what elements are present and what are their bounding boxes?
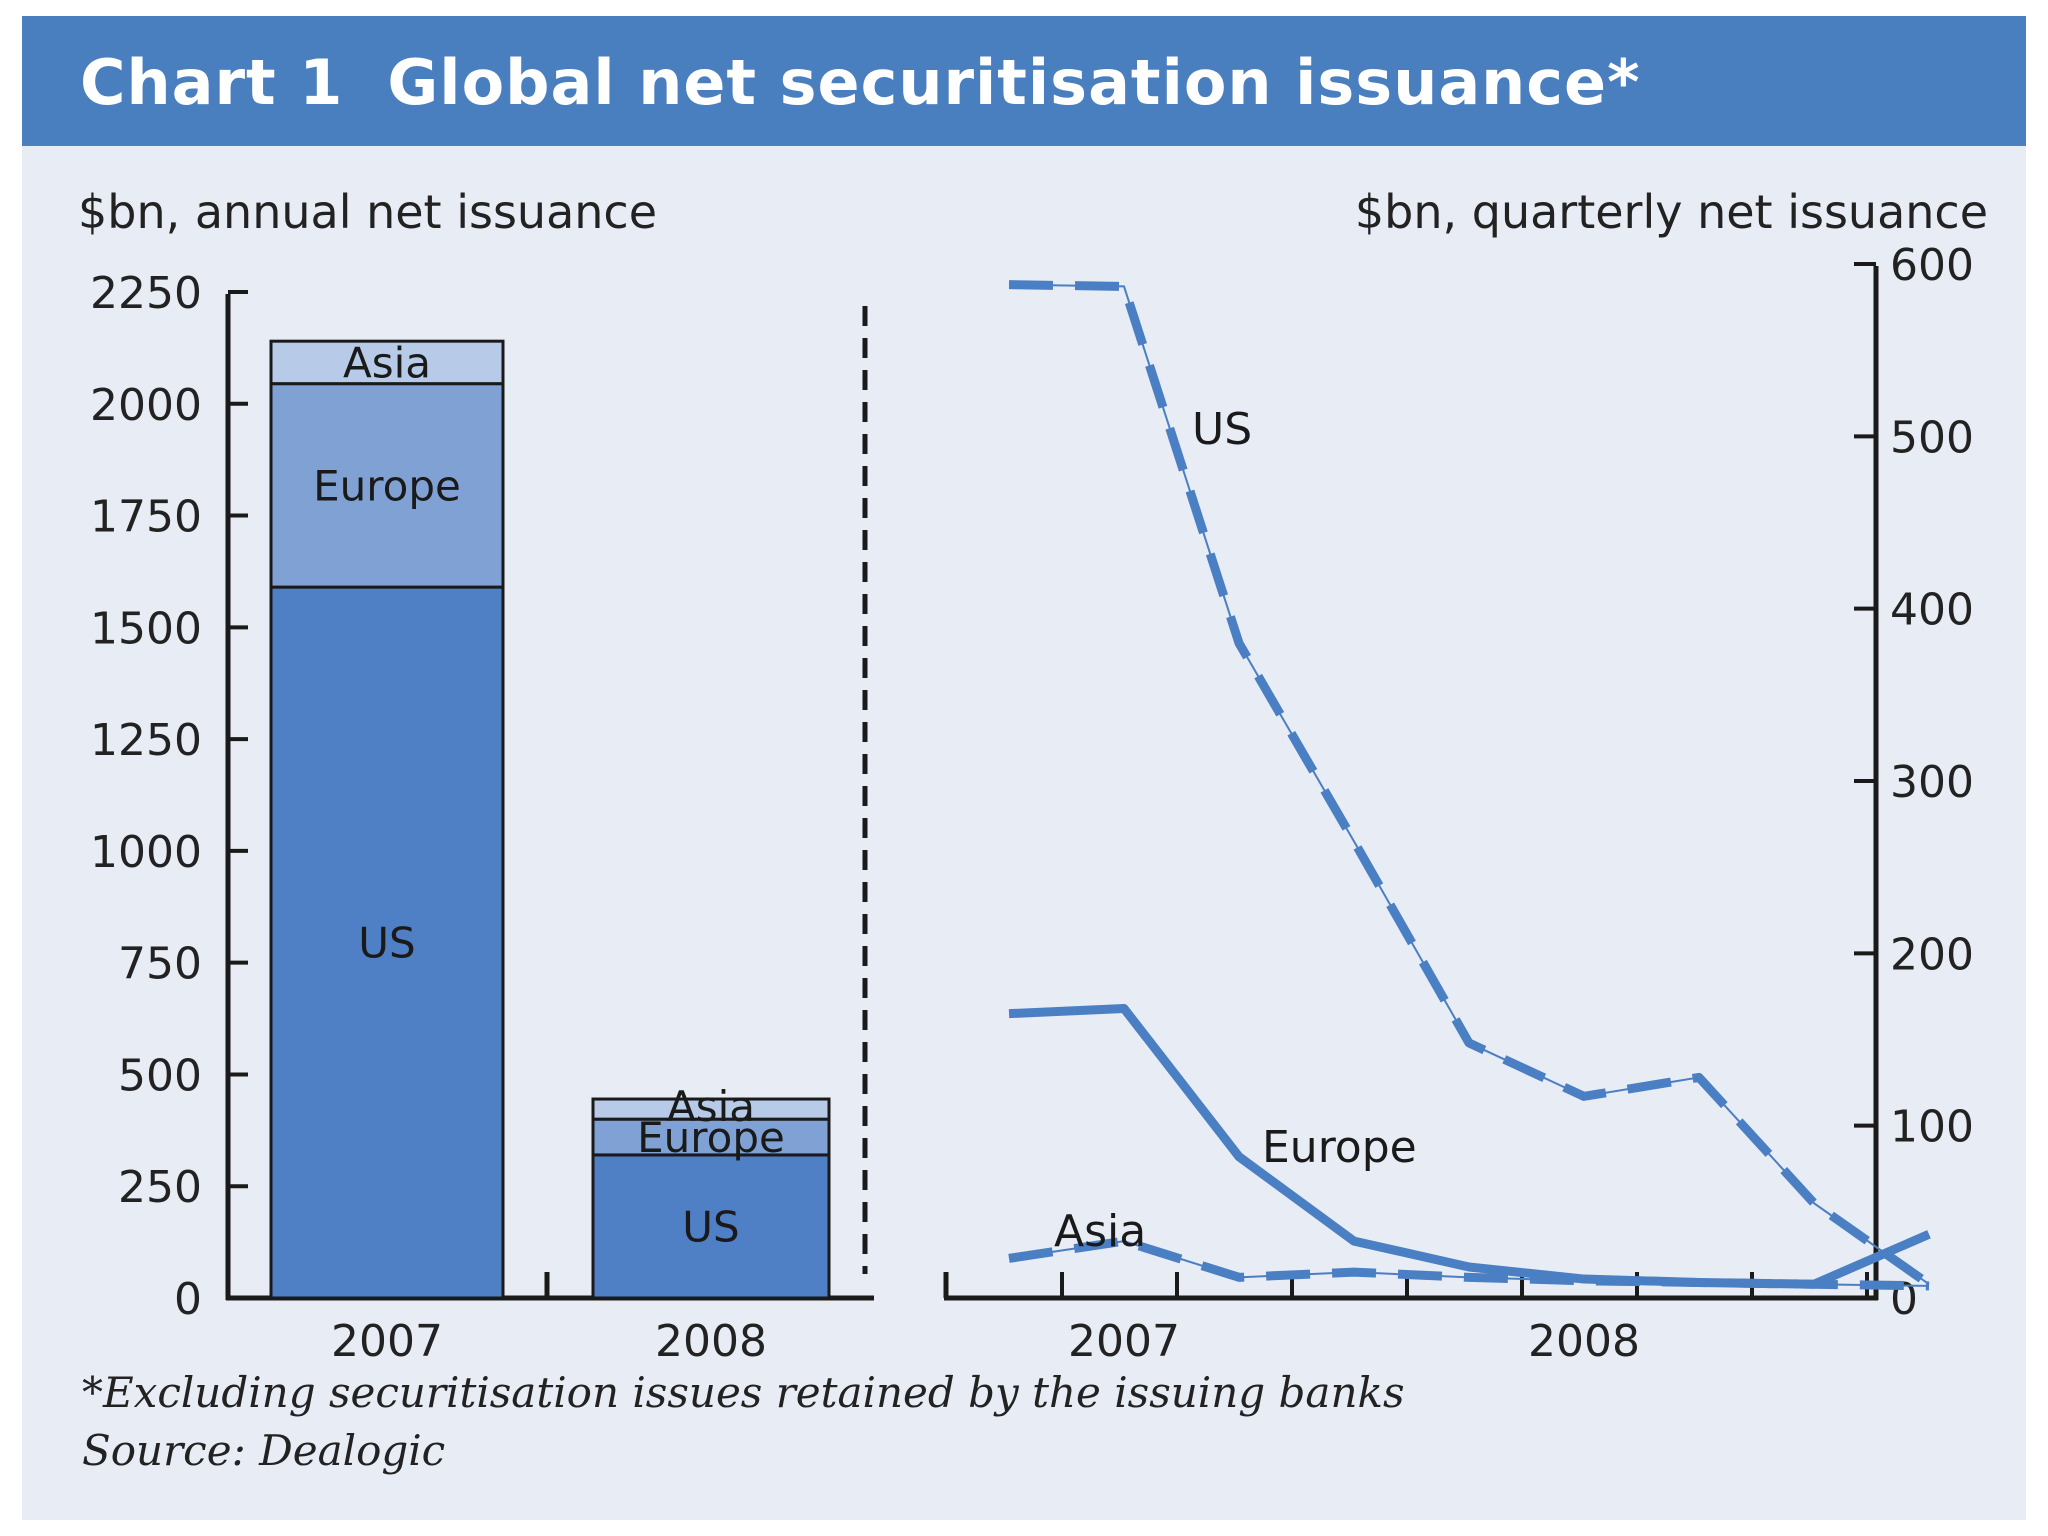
left-x-tick-label: 2007: [331, 1316, 443, 1367]
bar-segment-asia-2008: [591, 1097, 831, 1121]
bar-segment-us-2007: [269, 585, 505, 1300]
line-label-asia: Asia: [1054, 1206, 1146, 1257]
right-y-tick-label: 300: [1890, 757, 1974, 808]
right-y-tick-label: 200: [1890, 929, 1974, 980]
left-y-tick-label: 0: [174, 1274, 202, 1325]
line-asia: [1008, 1236, 1930, 1291]
right-y-tick-label: 600: [1890, 240, 1974, 291]
line-label-europe: Europe: [1262, 1122, 1417, 1173]
left-y-tick-label: 2250: [90, 268, 202, 319]
left-y-tick-label: 750: [118, 939, 202, 990]
bar-segment-label: Europe: [313, 461, 461, 510]
left-y-tick-label: 1750: [90, 492, 202, 543]
left-axis-unit-label: $bn, annual net issuance: [78, 185, 657, 239]
bar-segment-label: Asia: [667, 1082, 755, 1131]
title-bar: Chart 1 Global net securitisation issuanc…: [22, 16, 2026, 146]
left-y-tick-label: 250: [118, 1162, 202, 1213]
right-y-tick-label: 400: [1890, 585, 1974, 636]
left-y-tick-label: 1000: [90, 827, 202, 878]
bar-segment-label: Europe: [637, 1113, 785, 1162]
bar-segment-label: US: [682, 1202, 739, 1251]
chart-panel: Chart 1 Global net securitisation issuanc…: [22, 16, 2026, 1520]
bar-segment-label: Asia: [343, 338, 431, 387]
right-y-tick-label: 100: [1890, 1102, 1974, 1153]
right-x-tick-label: 2008: [1528, 1316, 1640, 1367]
left-y-tick-label: 1500: [90, 603, 202, 654]
chart-title: Chart 1 Global net securitisation issuanc…: [80, 46, 1641, 119]
chart-title-text: Global net securitisation issuance*: [387, 46, 1641, 119]
bar-segment-europe-2007: [269, 382, 505, 589]
chart-svg: $bn, annual net issuance $bn, quarterly …: [78, 185, 1988, 1367]
left-y-tick-label: 2000: [90, 380, 202, 431]
left-x-tick-label: 2008: [655, 1316, 767, 1367]
bar-segment-europe-2008: [591, 1117, 831, 1157]
bar-segment-label: US: [358, 919, 415, 968]
bar-segment-asia-2007: [269, 339, 505, 386]
source-note: Source: Dealogic: [82, 1426, 446, 1475]
right-x-tick-label: 2007: [1068, 1316, 1180, 1367]
left-y-tick-label: 500: [118, 1050, 202, 1101]
right-axis-unit-label: $bn, quarterly net issuance: [1355, 185, 1988, 239]
line-us: [1008, 280, 1932, 1288]
left-y-tick-label: 1250: [90, 715, 202, 766]
line-europe: [1008, 1003, 1931, 1289]
annual-bar-chart: 0 250 500 750 1000 1250 1500 1750 2000 2250 US Euro…: [90, 268, 874, 1367]
chart-number: Chart 1: [80, 46, 344, 119]
line-us-thin: [1008, 283, 1930, 1286]
footnote: *Excluding securitisation issues retaine…: [82, 1368, 1405, 1417]
line-label-us: US: [1192, 404, 1252, 455]
right-y-tick-label: 500: [1890, 412, 1974, 463]
